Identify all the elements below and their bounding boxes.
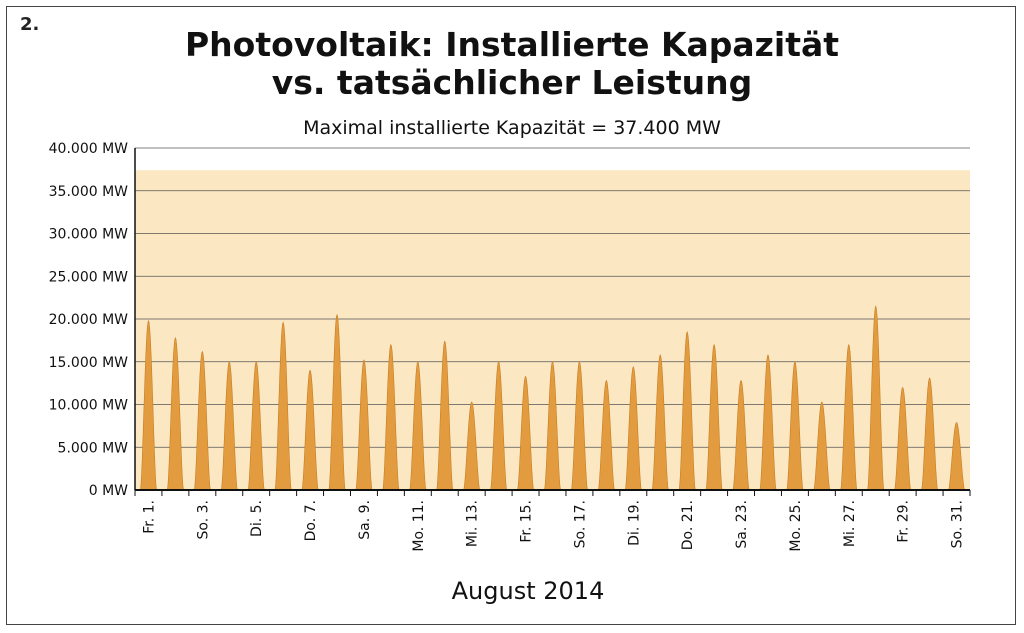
daily-peak: [921, 377, 939, 491]
x-tick-label: Sa. 23.: [734, 500, 750, 549]
daily-peak: [948, 421, 966, 491]
daily-peak: [382, 343, 400, 491]
daily-peak: [544, 361, 561, 491]
x-tick-label: Mi. 13.: [465, 500, 481, 547]
y-tick-label: 20.000 MW: [49, 312, 129, 328]
x-axis-label: August 2014: [451, 577, 605, 605]
daily-peak: [274, 321, 292, 491]
chart-title: Photovoltaik: Installierte Kapazität vs.…: [0, 26, 1024, 102]
x-tick-label: Di. 19.: [626, 500, 642, 546]
daily-peak: [651, 354, 669, 491]
daily-peak: [409, 361, 427, 491]
figure-number: 2.: [20, 14, 40, 35]
daily-peak: [490, 361, 508, 491]
x-tick-label: Do. 7.: [303, 500, 319, 541]
daily-peak: [247, 361, 265, 491]
x-tick-label: So. 17.: [572, 500, 588, 548]
daily-peak: [759, 354, 777, 491]
daily-peak: [463, 401, 481, 491]
x-tick-label: Mo. 25.: [788, 500, 804, 552]
daily-peak: [220, 361, 238, 491]
x-tick-label: Sa. 9.: [357, 500, 373, 540]
x-tick-label: Mi. 27.: [842, 500, 858, 547]
daily-peak: [355, 359, 373, 491]
y-tick-label: 40.000 MW: [49, 141, 129, 157]
y-tick-label: 0 MW: [89, 483, 128, 499]
x-tick-label: Fr. 1.: [141, 500, 157, 534]
daily-peak: [705, 343, 723, 491]
x-tick-label: So. 31.: [950, 500, 966, 548]
daily-peak: [813, 401, 831, 491]
y-tick-label: 10.000 MW: [49, 398, 129, 414]
daily-peak: [571, 361, 588, 491]
daily-peak: [166, 336, 184, 491]
x-tick-label: Mo. 11.: [411, 500, 427, 552]
daily-peak: [140, 319, 157, 491]
daily-peak: [678, 330, 696, 491]
x-tick-label: So. 3.: [195, 500, 211, 539]
chart-title-line-2: vs. tatsächlicher Leistung: [271, 63, 753, 102]
daily-peak: [894, 386, 912, 491]
x-tick-label: Fr. 29.: [896, 500, 912, 543]
x-tick-label: Fr. 15.: [519, 500, 535, 543]
daily-peak: [597, 379, 615, 491]
daily-peak: [301, 369, 319, 491]
y-tick-label: 25.000 MW: [49, 269, 129, 285]
y-tick-label: 35.000 MW: [49, 184, 129, 200]
daily-peak: [328, 313, 346, 491]
chart-subtitle: Maximal installierte Kapazität = 37.400 …: [303, 117, 721, 139]
chart-title-line-1: Photovoltaik: Installierte Kapazität: [184, 25, 840, 64]
y-tick-label: 15.000 MW: [49, 355, 129, 371]
daily-peak: [517, 375, 535, 491]
x-tick-label: Do. 21.: [680, 500, 696, 550]
daily-peak: [786, 361, 804, 491]
x-tick-label: Di. 5.: [249, 500, 265, 537]
y-tick-label: 5.000 MW: [58, 440, 129, 456]
daily-peak: [193, 350, 211, 491]
daily-peak: [732, 379, 750, 491]
daily-peak: [867, 305, 885, 491]
daily-peak: [436, 340, 454, 491]
y-tick-label: 30.000 MW: [49, 227, 129, 243]
daily-peak: [840, 343, 858, 491]
daily-peak: [624, 366, 642, 491]
